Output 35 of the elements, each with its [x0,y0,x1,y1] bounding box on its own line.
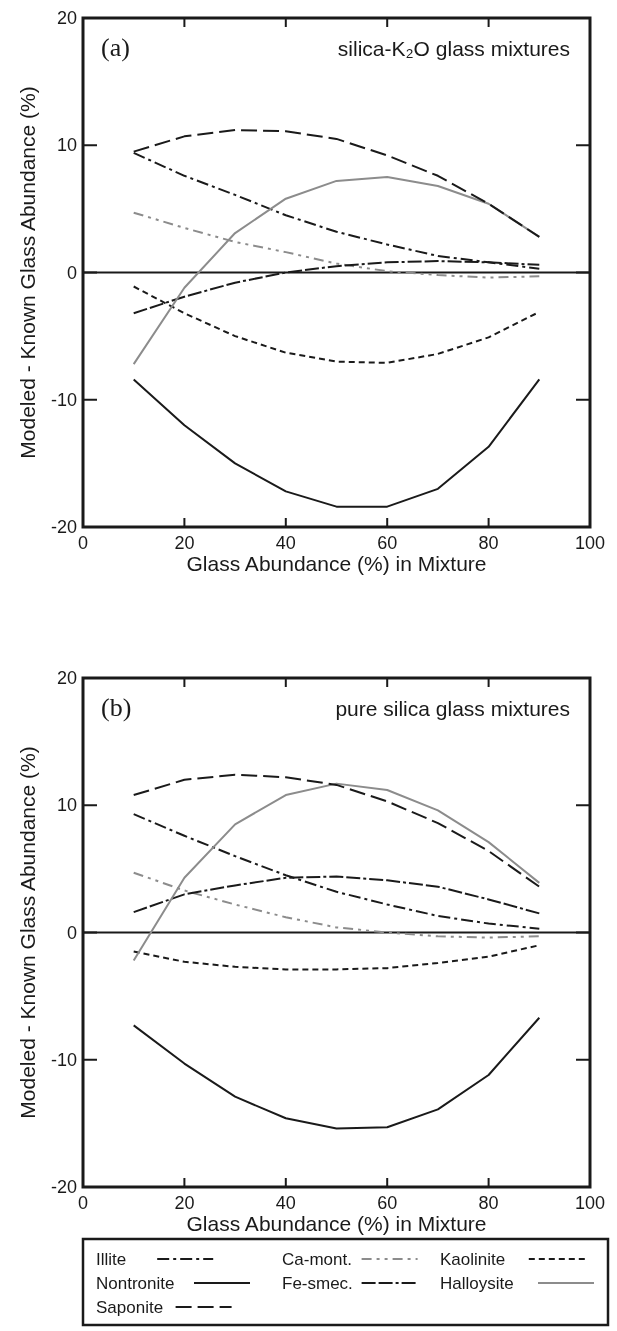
legend-label: Halloysite [440,1274,514,1293]
x-tick-label: 20 [174,533,195,553]
y-axis-title: Modeled - Known Glass Abundance (%) [16,86,39,459]
legend-label: Fe-smec. [282,1274,353,1293]
x-tick-label: 100 [574,1193,606,1213]
x-axis-title: Glass Abundance (%) in Mixture [186,1212,487,1235]
x-tick-label: 40 [275,533,296,553]
y-tick-label: 20 [56,668,77,688]
y-tick-label: 0 [66,922,77,943]
x-tick-label: 40 [275,1193,296,1213]
x-tick-label: 20 [174,1193,195,1213]
y-tick-label: 20 [56,8,77,28]
annotation: (b) [101,693,132,722]
legend-label: Illite [96,1250,127,1269]
x-tick-label: 60 [377,533,398,553]
x-axis-title: Glass Abundance (%) in Mixture [186,552,487,575]
y-tick-label: -10 [50,389,77,410]
y-tick-label: 0 [66,262,77,283]
y-tick-label: 10 [56,135,77,156]
annotation: silica-K₂O glass mixtures [337,37,570,60]
x-tick-label: 100 [574,533,606,553]
annotation: pure silica glass mixtures [335,697,570,720]
legend-label: Saponite [96,1298,164,1317]
y-tick-label: -20 [50,517,77,537]
legend-label: Kaolinite [440,1250,506,1269]
legend-label: Nontronite [96,1274,175,1293]
y-axis-title: Modeled - Known Glass Abundance (%) [16,746,39,1119]
y-tick-label: -20 [50,1177,77,1197]
x-tick-label: 80 [478,533,499,553]
x-tick-label: 60 [377,1193,398,1213]
x-tick-label: 80 [478,1193,499,1213]
y-tick-label: -10 [50,1049,77,1070]
legend-label: Ca-mont. [282,1250,352,1269]
annotation: (a) [101,33,130,62]
y-tick-label: 10 [56,795,77,816]
